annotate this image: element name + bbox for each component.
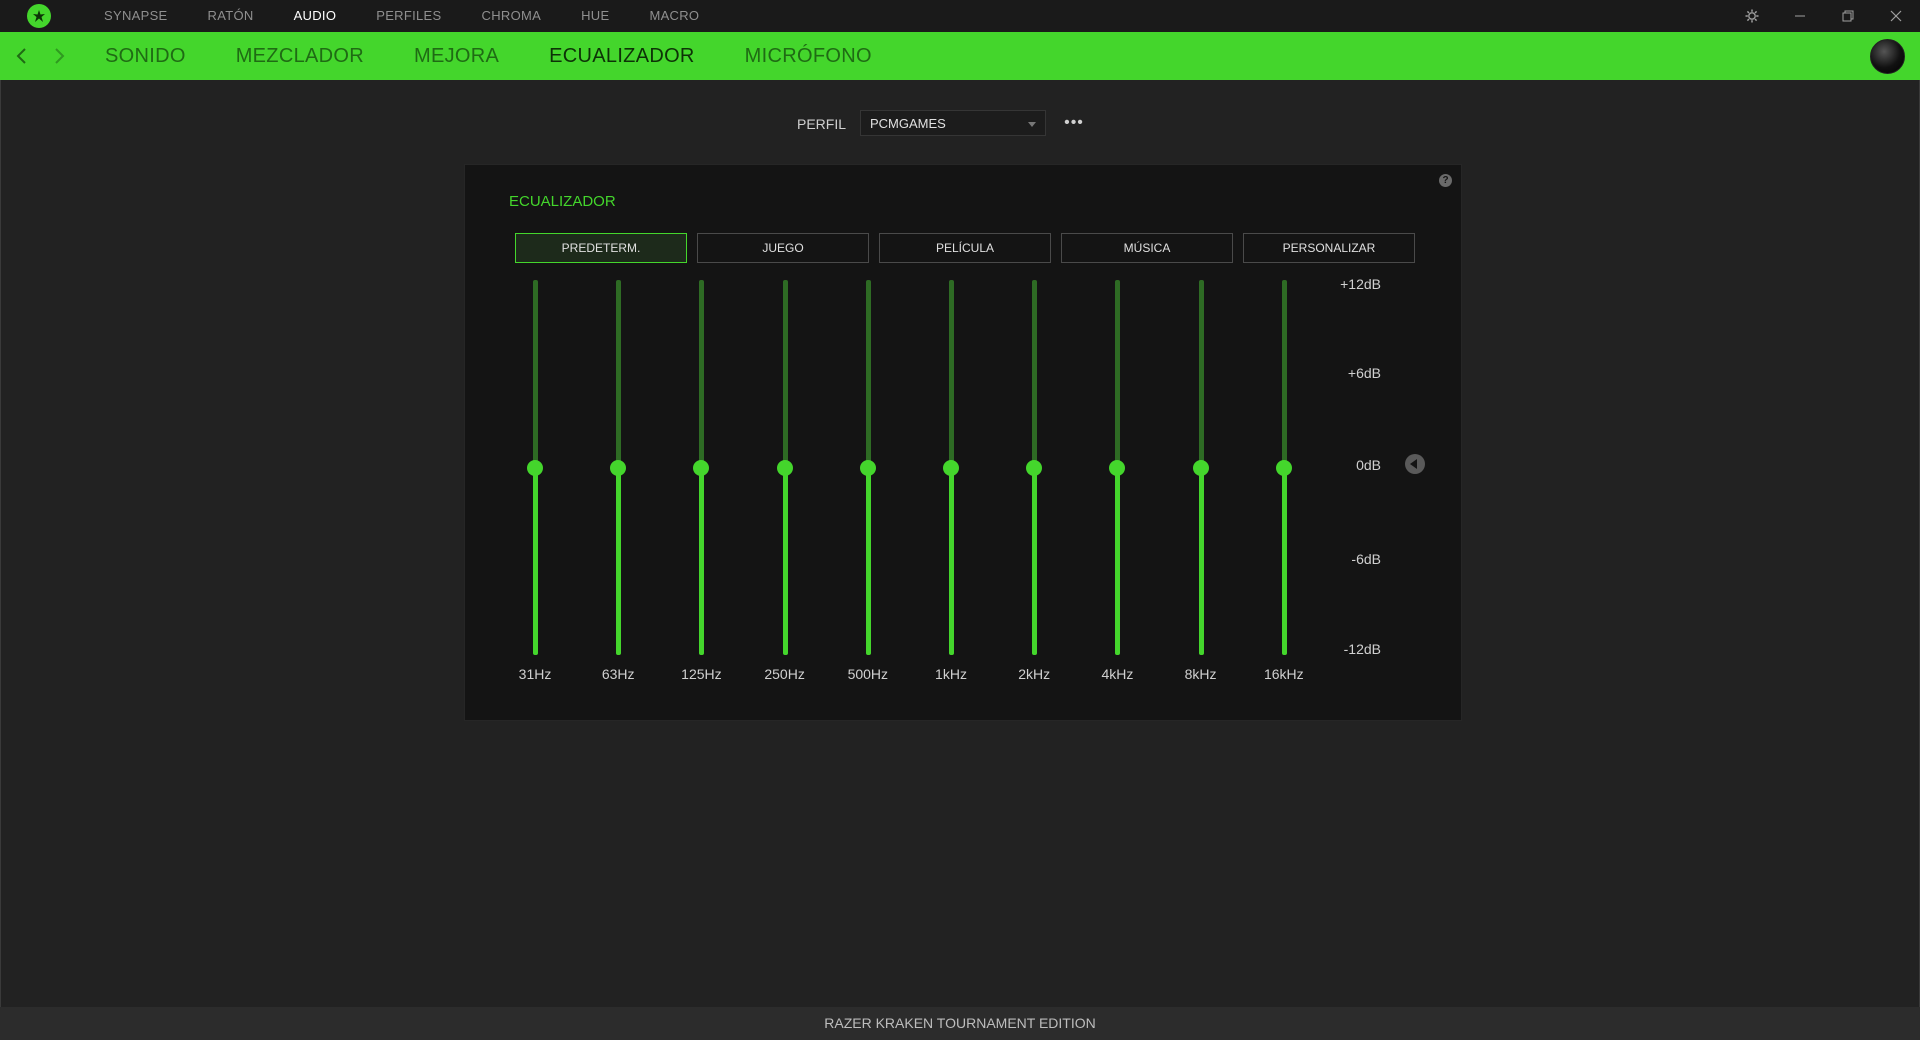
help-icon[interactable]: ? xyxy=(1439,174,1452,187)
eq-frequency-label: 2kHz xyxy=(1018,666,1051,682)
tab-sonido[interactable]: SONIDO xyxy=(105,45,186,67)
eq-frequency-label: 1kHz xyxy=(935,666,967,682)
eq-slider-knob[interactable] xyxy=(610,459,627,476)
eq-track-upper xyxy=(699,280,705,468)
eq-track-upper xyxy=(949,280,954,468)
eq-slider-knob[interactable] xyxy=(1275,459,1292,476)
eq-track-upper xyxy=(1032,280,1038,468)
topnav-chroma[interactable]: CHROMA xyxy=(481,8,542,23)
eq-frequency-label: 16kHz xyxy=(1263,666,1304,682)
tab-mejora[interactable]: MEJORA xyxy=(413,45,500,67)
settings-gear-icon[interactable] xyxy=(1732,0,1772,32)
eq-track-upper xyxy=(1198,280,1204,468)
eq-frequency-label: 250Hz xyxy=(764,666,805,682)
tab-microfono[interactable]: MICRÓFONO xyxy=(744,45,872,67)
user-avatar[interactable] xyxy=(1870,39,1905,74)
eq-slider-knob[interactable] xyxy=(859,459,876,476)
profile-value: PCMGAMES xyxy=(870,116,946,131)
eq-frequency-label: 63Hz xyxy=(601,666,635,682)
forward-arrow-icon[interactable] xyxy=(47,44,71,68)
eq-track-upper xyxy=(782,280,788,468)
eq-slider-knob[interactable] xyxy=(943,459,959,476)
topnav-perfiles[interactable]: PERFILES xyxy=(376,8,442,23)
eq-track-fill xyxy=(949,467,954,655)
db-label-zero: 0dB xyxy=(1356,457,1381,473)
tab-mezclador[interactable]: MEZCLADOR xyxy=(235,45,364,67)
eq-track-upper xyxy=(533,280,538,468)
device-footer: RAZER KRAKEN TOURNAMENT EDITION xyxy=(0,1007,1920,1040)
restore-icon[interactable] xyxy=(1828,0,1868,32)
panel-title: ECUALIZADOR xyxy=(509,193,616,210)
eq-frequency-label: 8kHz xyxy=(1184,666,1217,682)
eq-track-fill xyxy=(699,467,705,655)
eq-frequency-label: 125Hz xyxy=(681,666,722,682)
eq-frequency-label: 31Hz xyxy=(518,666,552,682)
db-label-minus6: -6dB xyxy=(1351,551,1381,567)
preset-buttons: PREDETERM. JUEGO PELÍCULA MÚSICA PERSONA… xyxy=(515,233,1425,263)
collapse-arrow-icon[interactable] xyxy=(1405,454,1425,474)
title-bar: SYNAPSE RATÓN AUDIO PERFILES CHROMA HUE … xyxy=(0,0,1920,32)
eq-track-fill xyxy=(1115,467,1121,655)
topnav-synapse[interactable]: SYNAPSE xyxy=(104,8,168,23)
chevron-down-icon xyxy=(1028,122,1036,127)
eq-slider-knob[interactable] xyxy=(693,459,710,476)
db-label-plus12: +12dB xyxy=(1340,276,1381,292)
topnav-hue[interactable]: HUE xyxy=(581,8,610,23)
eq-track-fill xyxy=(782,467,788,655)
eq-track-fill xyxy=(1198,467,1204,655)
profile-label: PERFIL xyxy=(797,116,847,132)
more-options-icon[interactable]: ••• xyxy=(1064,114,1084,131)
eq-track-fill xyxy=(616,467,622,655)
eq-track-upper xyxy=(616,280,622,468)
eq-track-fill xyxy=(1281,467,1287,655)
eq-slider-knob[interactable] xyxy=(1192,459,1209,476)
minimize-icon[interactable] xyxy=(1780,0,1820,32)
eq-track-upper xyxy=(1115,280,1121,468)
razer-logo-icon[interactable] xyxy=(27,4,51,28)
eq-frequency-label: 4kHz xyxy=(1101,666,1134,682)
eq-track-fill xyxy=(533,467,538,655)
equalizer-panel: ECUALIZADOR ? PREDETERM. JUEGO PELÍCULA … xyxy=(464,164,1462,721)
preset-musica-button[interactable]: MÚSICA xyxy=(1061,233,1233,263)
preset-personalizar-button[interactable]: PERSONALIZAR xyxy=(1243,233,1415,263)
profile-dropdown[interactable]: PCMGAMES xyxy=(860,110,1046,136)
eq-slider-knob[interactable] xyxy=(1109,459,1126,476)
top-navigation: SYNAPSE RATÓN AUDIO PERFILES CHROMA HUE … xyxy=(104,0,739,32)
eq-track-upper xyxy=(1281,280,1287,468)
eq-bands: 31Hz 63Hz 125Hz 250Hz 500Hz 1kHz 2kHz 4kHz 8kHz 1… xyxy=(465,165,1461,720)
eq-track-upper xyxy=(865,280,871,468)
eq-track-fill xyxy=(1032,467,1038,655)
topnav-macro[interactable]: MACRO xyxy=(649,8,700,23)
eq-frequency-label: 500Hz xyxy=(847,666,889,682)
eq-track-fill xyxy=(865,467,871,655)
topnav-audio[interactable]: AUDIO xyxy=(293,8,337,23)
eq-slider-knob[interactable] xyxy=(776,459,793,476)
close-icon[interactable] xyxy=(1876,0,1916,32)
eq-slider-knob[interactable] xyxy=(1026,459,1043,476)
preset-juego-button[interactable]: JUEGO xyxy=(697,233,869,263)
preset-pelicula-button[interactable]: PELÍCULA xyxy=(879,233,1051,263)
sub-navigation: SONIDO MEZCLADOR MEJORA ECUALIZADOR MICR… xyxy=(105,32,922,80)
section-bar: SONIDO MEZCLADOR MEJORA ECUALIZADOR MICR… xyxy=(0,32,1920,80)
tab-ecualizador[interactable]: ECUALIZADOR xyxy=(549,45,695,67)
db-label-plus6: +6dB xyxy=(1347,365,1381,381)
db-label-minus12: -12dB xyxy=(1343,641,1381,657)
topnav-raton[interactable]: RATÓN xyxy=(207,8,254,23)
preset-predeterm-button[interactable]: PREDETERM. xyxy=(515,233,687,263)
eq-slider-knob[interactable] xyxy=(527,459,543,476)
back-arrow-icon[interactable] xyxy=(10,44,34,68)
